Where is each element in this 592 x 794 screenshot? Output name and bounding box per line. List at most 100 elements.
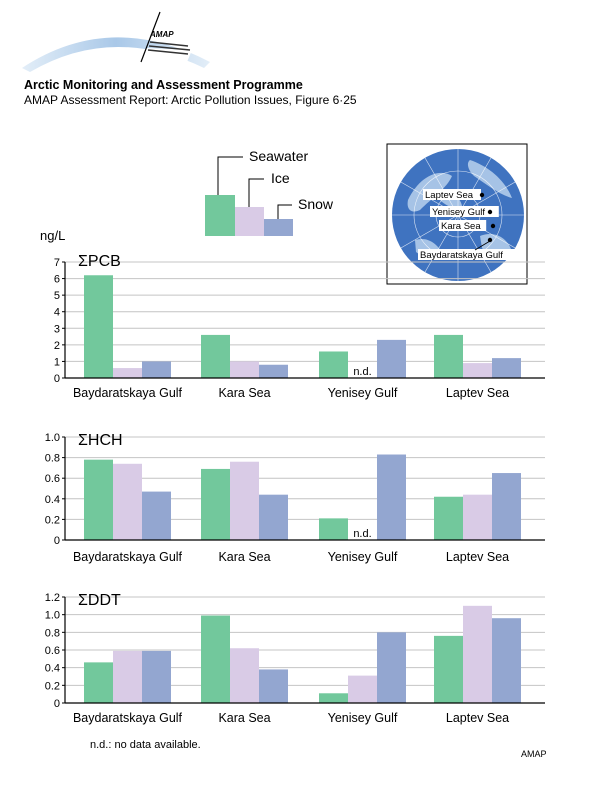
x-category-label: Kara Sea (218, 386, 270, 400)
x-category-label: Kara Sea (218, 711, 270, 725)
bar-seawater-4 (434, 334, 463, 378)
map-label: Kara Sea (441, 221, 481, 232)
y-tick-label: 0 (54, 535, 60, 547)
bar-seawater-3 (319, 693, 348, 703)
y-tick-label: 1.0 (45, 432, 60, 444)
panel-title: ΣDDT (78, 592, 121, 609)
y-tick-label: 7 (54, 257, 60, 269)
bar-seawater-3 (319, 518, 348, 540)
legend-swatch-snow (264, 219, 293, 236)
bar-ice-1 (113, 368, 142, 378)
x-category-label: Baydaratskaya Gulf (73, 711, 183, 725)
bar-snow-2 (259, 669, 288, 703)
org-name: Arctic Monitoring and Assessment Program… (24, 78, 303, 92)
legend-label-seawater: Seawater (249, 148, 308, 164)
legend-swatch-ice (235, 207, 264, 236)
y-tick-label: 0.6 (45, 645, 60, 657)
arctic-map: Laptev Sea Yenisey Gulf Kara Sea Baydaratsk… (386, 143, 528, 285)
bar-ice-1 (113, 650, 142, 703)
y-axis-label: ng/L (40, 228, 65, 243)
bar-seawater-1 (84, 459, 113, 540)
x-category-label: Laptev Sea (446, 550, 509, 564)
bar-seawater-2 (201, 334, 230, 378)
panel-2: 0 0.2 0.4 0.6 0.8 1.0 n.d. Baydaratskaya Gulf Ka… (45, 432, 545, 564)
panel-title: ΣPCB (78, 253, 121, 270)
y-tick-label: 6 (54, 274, 60, 286)
legend-swatch-seawater (205, 195, 235, 236)
bar-seawater-3 (319, 351, 348, 378)
no-data-label: n.d. (353, 528, 371, 540)
bar-ice-4 (463, 363, 492, 378)
bar-ice-4 (463, 605, 492, 703)
legend-leader-snow (277, 204, 292, 219)
x-category-label: Yenisey Gulf (328, 711, 398, 725)
y-tick-label: 5 (54, 290, 60, 302)
x-category-label: Baydaratskaya Gulf (73, 386, 183, 400)
bar-ice-4 (463, 494, 492, 540)
bar-snow-1 (142, 650, 171, 703)
bar-snow-2 (259, 364, 288, 378)
bar-seawater-1 (84, 662, 113, 703)
bar-snow-1 (142, 361, 171, 378)
chart-panels: 0 1 2 3 4 5 6 7 n.d. Baydaratskaya Gulf Kara Sea Ye… (40, 228, 545, 725)
y-tick-label: 1 (54, 356, 60, 368)
bar-seawater-1 (84, 275, 113, 378)
map-leader (474, 240, 491, 251)
bar-ice-3 (348, 675, 377, 703)
x-category-label: Baydaratskaya Gulf (73, 550, 183, 564)
map-location-dot (487, 237, 493, 243)
meridian (457, 157, 492, 216)
map-label: Baydaratskaya Gulf (420, 250, 503, 261)
panel-1: 0 1 2 3 4 5 6 7 n.d. Baydaratskaya Gulf Kara Sea Ye… (40, 228, 545, 400)
bar-seawater-4 (434, 635, 463, 703)
x-category-label: Yenisey Gulf (328, 386, 398, 400)
logo-text: AMAP (149, 30, 174, 39)
map-location-dot (487, 209, 493, 215)
amap-logo: AMAP (22, 11, 210, 72)
legend-label-ice: Ice (271, 170, 290, 186)
legend-label-snow: Snow (298, 196, 334, 212)
bar-snow-3 (377, 632, 406, 703)
bar-ice-2 (230, 648, 259, 703)
bar-snow-4 (492, 358, 521, 378)
map-label-bg (418, 249, 520, 260)
y-tick-label: 0.4 (45, 663, 60, 675)
meridian (424, 157, 459, 216)
bar-ice-2 (230, 361, 259, 378)
x-category-label: Kara Sea (218, 550, 270, 564)
y-tick-label: 0 (54, 373, 60, 385)
bar-snow-2 (259, 494, 288, 540)
map-label-bg (430, 206, 499, 217)
x-category-label: Laptev Sea (446, 386, 509, 400)
bar-snow-1 (142, 491, 171, 540)
y-tick-label: 1.2 (45, 592, 60, 604)
bar-snow-4 (492, 618, 521, 703)
map-location-dot (490, 223, 496, 229)
y-tick-label: 0.8 (45, 453, 60, 465)
x-category-label: Yenisey Gulf (328, 550, 398, 564)
y-tick-label: 1.0 (45, 610, 60, 622)
land-mass (467, 160, 512, 198)
map-label-bg (439, 220, 487, 231)
y-tick-label: 0 (54, 698, 60, 710)
y-tick-label: 0.4 (45, 494, 60, 506)
bar-snow-3 (377, 339, 406, 378)
x-category-label: Laptev Sea (446, 711, 509, 725)
y-tick-label: 0.8 (45, 627, 60, 639)
y-tick-label: 2 (54, 340, 60, 352)
map-label: Laptev Sea (425, 190, 474, 201)
bar-snow-3 (377, 454, 406, 540)
y-tick-label: 3 (54, 323, 60, 335)
legend: Seawater Ice Snow (205, 148, 334, 236)
y-tick-label: 4 (54, 307, 60, 319)
panel-title: ΣHCH (78, 432, 123, 449)
bar-seawater-4 (434, 496, 463, 540)
footnote: n.d.: no data available. (90, 739, 201, 751)
bar-ice-1 (113, 463, 142, 540)
y-tick-label: 0.6 (45, 473, 60, 485)
report-caption: AMAP Assessment Report: Arctic Pollution… (24, 93, 357, 107)
y-tick-label: 0.2 (45, 680, 60, 692)
legend-leader-ice (248, 178, 264, 207)
legend-leader-seawater (217, 156, 243, 195)
